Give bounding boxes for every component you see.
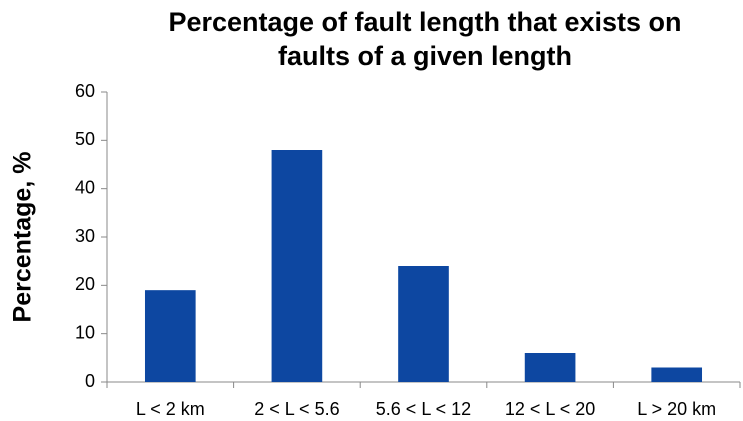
bar	[651, 367, 703, 382]
y-tick-label: 60	[75, 81, 95, 101]
chart-title: Percentage of fault length that exists o…	[168, 7, 681, 37]
y-tick-label: 0	[85, 371, 95, 391]
bar	[398, 266, 449, 382]
bar	[524, 353, 576, 382]
y-tick-label: 30	[75, 226, 95, 246]
y-tick-label: 50	[75, 129, 95, 149]
y-tick-label: 40	[75, 177, 95, 197]
y-tick-label: 20	[75, 274, 95, 294]
chart-title: faults of a given length	[278, 41, 572, 71]
x-tick-label: L > 20 km	[637, 399, 716, 419]
x-tick-label: 2 < L < 5.6	[254, 399, 339, 419]
bar	[271, 150, 323, 382]
y-axis-label: Percentage, %	[9, 152, 37, 323]
x-tick-label: 12 < L < 20	[505, 399, 595, 419]
bar	[144, 290, 196, 382]
y-tick-label: 10	[75, 322, 95, 342]
x-tick-label: L < 2 km	[136, 399, 205, 419]
x-tick-label: 5.6 < L < 12	[376, 399, 471, 419]
